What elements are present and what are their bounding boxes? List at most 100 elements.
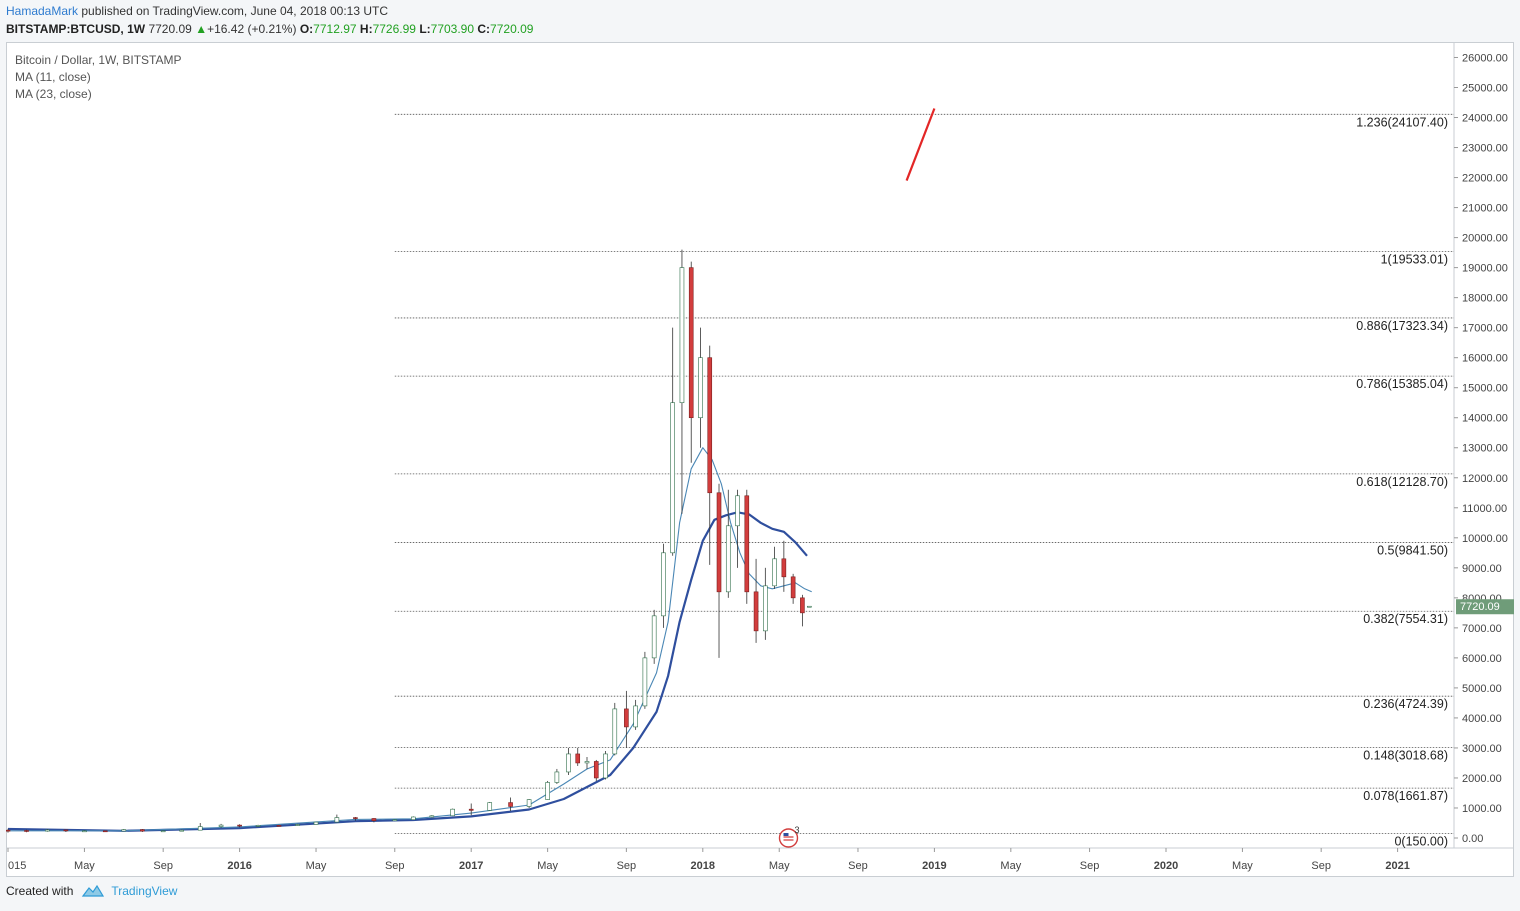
chart-frame xyxy=(6,42,1514,877)
price-tick-label: 6000.00 xyxy=(1462,653,1502,665)
price-tick-label: 4000.00 xyxy=(1462,713,1502,725)
candle-up xyxy=(603,753,608,779)
price-tick-label: 20000.00 xyxy=(1462,233,1508,245)
candle-up xyxy=(218,824,224,827)
candle-up xyxy=(807,605,812,608)
price-tick-label: 7000.00 xyxy=(1462,623,1502,635)
candle-down xyxy=(593,761,599,779)
price-change: +16.42 (+0.21%) xyxy=(207,22,297,36)
price-tick-label: 5000.00 xyxy=(1462,683,1502,695)
time-tick-label: Sep xyxy=(1311,860,1331,872)
candle-up xyxy=(554,771,560,783)
fib-level-label: 0(150.00) xyxy=(1394,834,1448,848)
candle-up xyxy=(725,525,731,593)
price-tick-label: 25000.00 xyxy=(1462,83,1508,95)
candle-up xyxy=(661,552,666,617)
candle-down xyxy=(624,708,629,728)
candle-up xyxy=(651,615,657,659)
candle-up xyxy=(392,819,398,822)
candle-down xyxy=(276,825,282,827)
price-tick-label: 16000.00 xyxy=(1462,353,1508,365)
last-price-tag xyxy=(1456,599,1514,615)
time-tick-label: May xyxy=(306,860,327,872)
time-tick-label: 2019 xyxy=(922,860,946,872)
time-tick-label: 2017 xyxy=(459,860,483,872)
legend-title: Bitcoin / Dollar, 1W, BITSTAMP xyxy=(15,53,182,67)
candle-up xyxy=(698,357,703,419)
chart-legend: Bitcoin / Dollar, 1W, BITSTAMP MA (11, c… xyxy=(15,52,182,103)
candle-up xyxy=(160,830,166,833)
price-tick-label: 23000.00 xyxy=(1462,143,1508,155)
price-chart[interactable]: 0.00 1000.00 2000.00 3000.00 4000.00 5000.00 6… xyxy=(6,42,1514,877)
candle-up xyxy=(487,802,493,811)
candle-up xyxy=(450,808,455,817)
candle-up xyxy=(410,816,416,820)
candle-up xyxy=(179,829,184,832)
time-tick-label: May xyxy=(537,860,558,872)
time-tick-label: May xyxy=(1232,860,1253,872)
symbol-label[interactable]: BITSTAMP:BTCUSD, 1W xyxy=(6,22,146,36)
low-label: L: xyxy=(419,22,431,36)
footer: Created with TradingView xyxy=(6,884,177,898)
candle-down xyxy=(707,357,713,494)
candle-up xyxy=(612,708,618,755)
ohlc-line: BITSTAMP:BTCUSD, 1W 7720.09 ▲+16.42 (+0.… xyxy=(6,22,533,36)
created-with-label: Created with xyxy=(6,884,74,898)
event-count-label: 3 xyxy=(794,825,799,835)
price-tick-label: 1000.00 xyxy=(1462,803,1502,815)
fib-level-label: 1.236(24107.40) xyxy=(1356,115,1448,129)
candle-up xyxy=(45,829,50,832)
candle-down xyxy=(716,492,722,593)
price-tick-label: 14000.00 xyxy=(1462,413,1508,425)
candle-down xyxy=(753,591,759,632)
event-flag-icon xyxy=(783,836,794,841)
price-tick-label: 11000.00 xyxy=(1462,503,1507,515)
candle-down xyxy=(468,808,474,811)
candle-up xyxy=(584,761,590,764)
time-tick-label: 2018 xyxy=(691,860,715,872)
time-tick-label: Sep xyxy=(153,860,173,872)
candle-up xyxy=(313,821,319,825)
price-tick-label: 26000.00 xyxy=(1462,52,1508,64)
author-link[interactable]: HamadaMark xyxy=(6,4,79,18)
time-tick-label: May xyxy=(769,860,790,872)
fib-level-label: 0.078(1661.87) xyxy=(1363,789,1448,803)
legend-ma-fast[interactable]: MA (11, close) xyxy=(15,70,91,84)
candle-up xyxy=(679,267,685,404)
fib-level-label: 0.148(3018.68) xyxy=(1363,748,1448,762)
candle-down xyxy=(800,597,805,614)
publish-info: published on TradingView.com, June 04, 2… xyxy=(81,4,389,18)
price-tick-label: 21000.00 xyxy=(1462,203,1508,215)
last-price-tag-label: 7720.09 xyxy=(1460,601,1500,613)
chart-header: HamadaMark published on TradingView.com,… xyxy=(0,0,1520,42)
time-tick-label: May xyxy=(74,860,95,872)
candle-down xyxy=(140,829,145,832)
low-value: 7703.90 xyxy=(430,22,475,36)
price-tick-label: 12000.00 xyxy=(1462,473,1508,485)
open-label: O: xyxy=(299,22,314,36)
candle-up xyxy=(121,829,127,832)
fib-level-label: 0.786(15385.04) xyxy=(1356,377,1448,391)
trend-line xyxy=(905,108,936,181)
fib-level-label: 0.886(17323.34) xyxy=(1356,319,1448,333)
price-tick-label: 17000.00 xyxy=(1462,323,1508,335)
price-tick-label: 10000.00 xyxy=(1462,533,1508,545)
time-tick-label: 015 xyxy=(8,860,26,872)
price-tick-label: 13000.00 xyxy=(1462,443,1508,455)
candle-up xyxy=(526,799,532,807)
candle-up xyxy=(642,657,648,707)
candle-up xyxy=(633,705,638,728)
legend-ma-slow[interactable]: MA (23, close) xyxy=(15,87,92,101)
candle-up xyxy=(670,402,675,554)
candle-up xyxy=(763,585,768,632)
open-value: 7712.97 xyxy=(313,22,357,36)
candle-up xyxy=(772,558,777,587)
tradingview-brand-link[interactable]: TradingView xyxy=(111,884,178,898)
close-value: 7720.09 xyxy=(490,22,534,36)
candle-up xyxy=(545,782,550,800)
ma-fast-line xyxy=(8,447,812,832)
candle-up xyxy=(735,495,740,527)
candle-down xyxy=(24,830,29,832)
candle-down xyxy=(781,558,787,578)
ma-slow-line xyxy=(7,511,808,832)
